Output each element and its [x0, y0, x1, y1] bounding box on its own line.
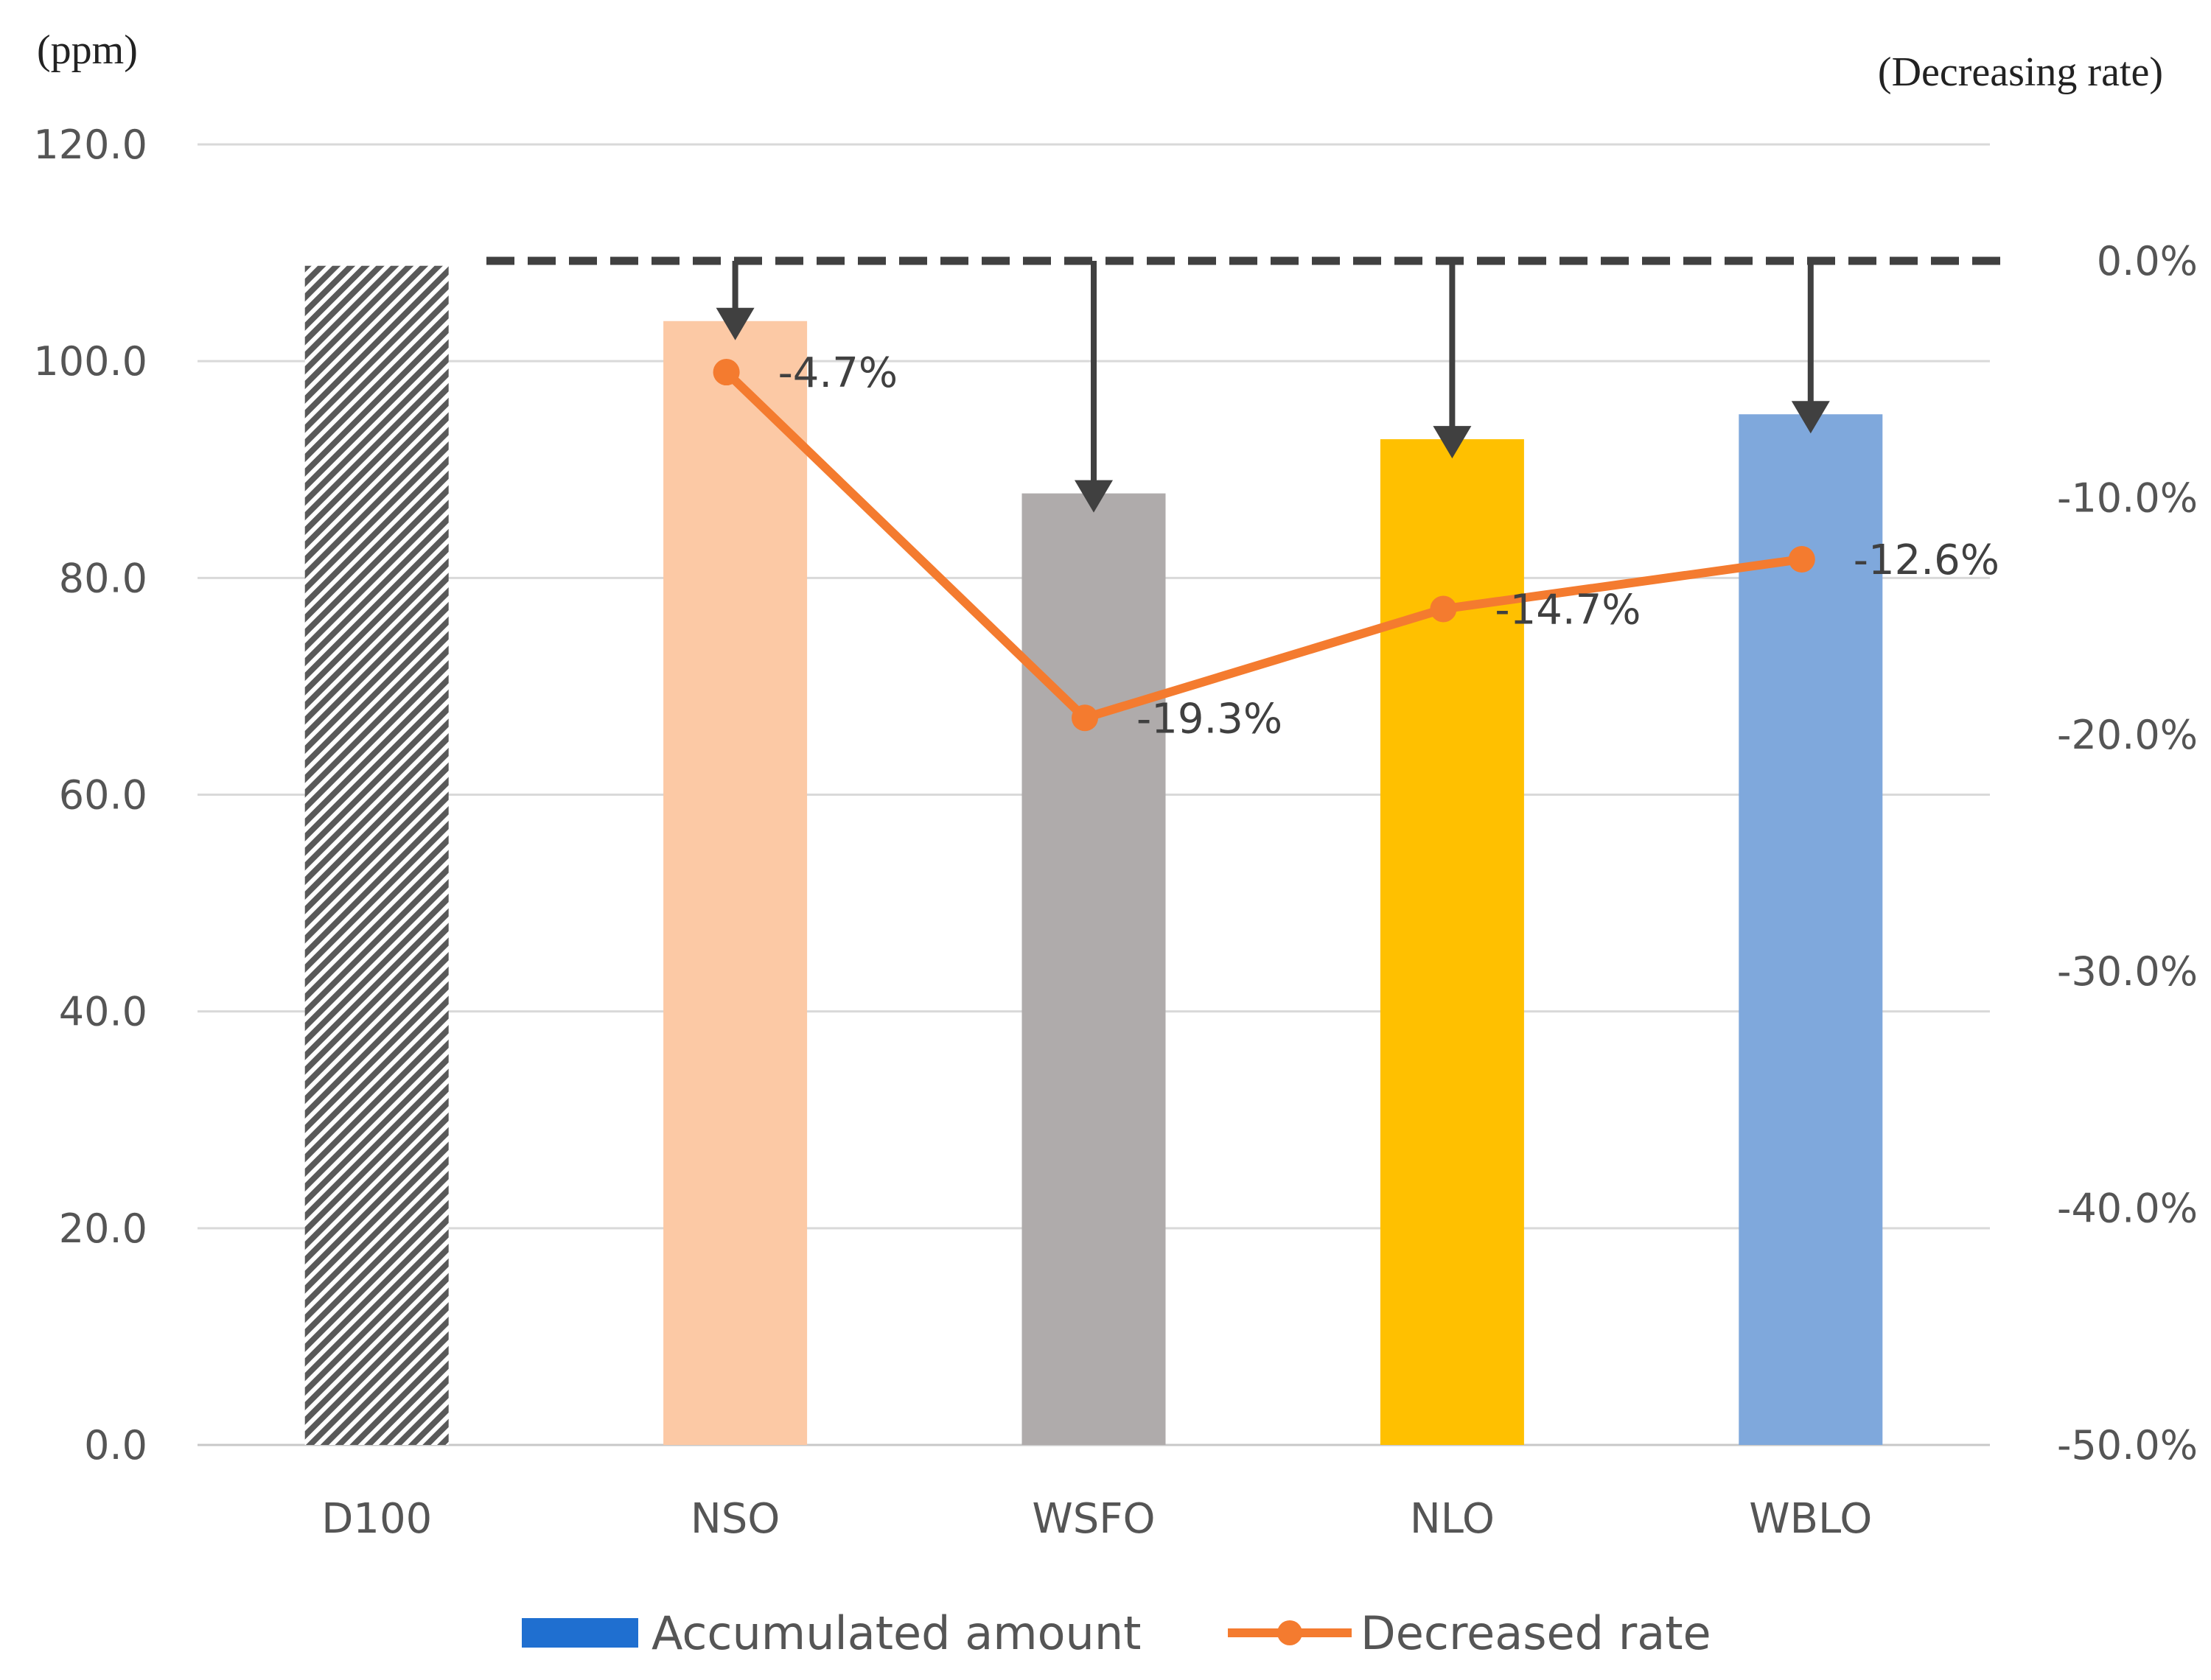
y-tick-label: 120.0 — [33, 122, 147, 168]
arrow-head — [716, 307, 755, 340]
bar-wsfo — [1021, 493, 1166, 1445]
y-tick-label: 0.0 — [84, 1422, 147, 1469]
decreased-rate-label: -14.7% — [1495, 586, 1641, 634]
arrow-head — [1433, 426, 1472, 459]
y-tick-label: 80.0 — [59, 555, 147, 601]
y2-tick-label: -10.0% — [2057, 475, 2198, 521]
decreased-rate-label: -19.3% — [1136, 695, 1282, 743]
y2-tick-label: 0.0% — [2097, 238, 2198, 284]
y-tick-label: 60.0 — [59, 772, 147, 819]
legend-swatch-bar — [522, 1618, 638, 1648]
x-tick-label: WSFO — [1032, 1495, 1155, 1543]
legend-swatch-dot — [1277, 1620, 1302, 1645]
y-tick-label: 40.0 — [59, 989, 147, 1035]
decreased-rate-point — [713, 359, 740, 386]
y2-tick-label: -40.0% — [2057, 1186, 2198, 1232]
arrow-head — [1075, 480, 1113, 513]
category-labels: D100 NSO WSFO NLO WBLO — [321, 1495, 1872, 1543]
x-tick-label: NSO — [691, 1495, 780, 1543]
line-series: -4.7% -19.3% -14.7% -12.6% — [713, 349, 1999, 743]
legend-label-decreased: Decreased rate — [1361, 1606, 1711, 1660]
bar-wblo — [1739, 414, 1883, 1445]
y2-axis-title: (Decreasing rate) — [1878, 49, 2163, 95]
decreased-rate-point — [1072, 704, 1098, 732]
y2-tick-label: -20.0% — [2057, 712, 2198, 758]
bar-nso — [663, 321, 808, 1445]
x-tick-label: D100 — [321, 1495, 432, 1543]
decreased-rate-point — [1430, 595, 1457, 623]
y-tick-label: 100.0 — [33, 338, 147, 385]
legend-label-accumulated: Accumulated amount — [652, 1606, 1141, 1660]
arrow-head — [1791, 401, 1830, 434]
bar-series — [304, 265, 1883, 1445]
legend: Accumulated amount Decreased rate — [522, 1606, 1711, 1660]
decreased-rate-point — [1788, 545, 1815, 573]
x-tick-label: WBLO — [1749, 1495, 1872, 1543]
axis-ticks: 0.0 20.0 40.0 60.0 80.0 100.0 120.0 0.0% -10.0% -… — [33, 122, 2198, 1469]
bar-d100 — [304, 265, 449, 1445]
x-tick-label: NLO — [1410, 1495, 1495, 1543]
decreased-rate-label: -12.6% — [1854, 536, 1999, 584]
decreased-rate-line — [723, 368, 1803, 723]
y-axis-title: (ppm) — [37, 27, 138, 73]
y-tick-label: 20.0 — [59, 1205, 147, 1252]
decreased-rate-label: -4.7% — [778, 349, 898, 397]
decrease-arrows — [716, 261, 1830, 513]
y2-tick-label: -50.0% — [2057, 1422, 2198, 1469]
y2-tick-label: -30.0% — [2057, 948, 2198, 995]
